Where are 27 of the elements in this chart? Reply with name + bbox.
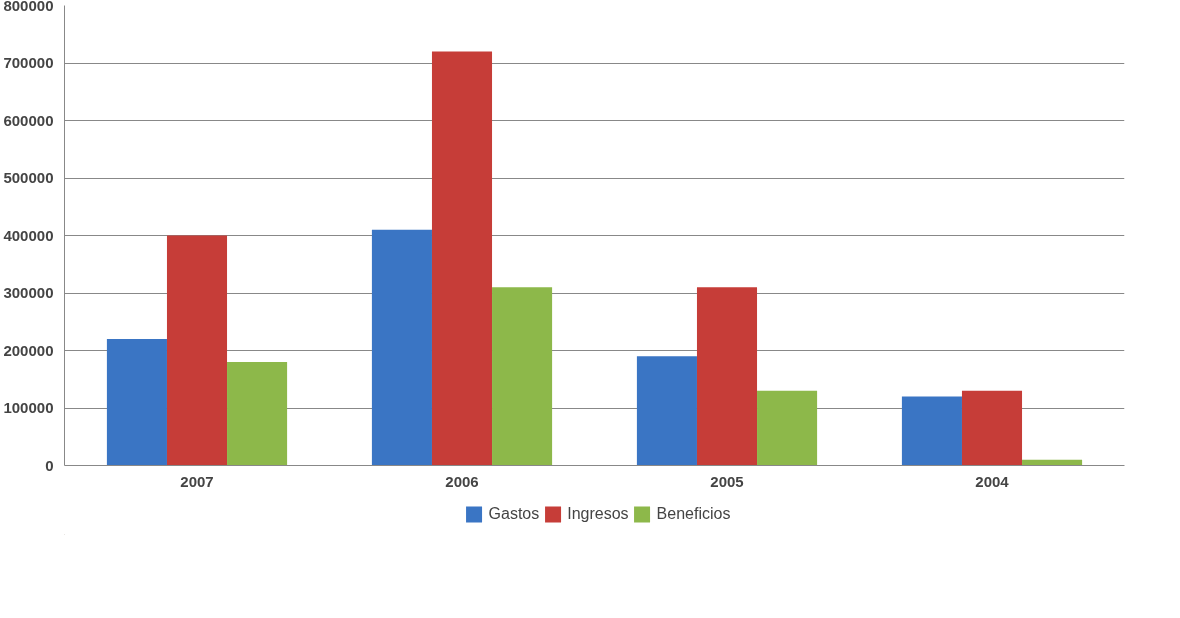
bar [961, 390, 1023, 466]
legend-label: Ingresos [567, 505, 629, 523]
y-tick-label: 200000 [3, 341, 54, 359]
legend-label: Gastos [488, 505, 540, 523]
x-tick-label: 2005 [710, 472, 744, 490]
bar [106, 339, 167, 466]
bar [696, 287, 758, 466]
x-tick-label: 2007 [180, 472, 214, 490]
x-tick-label: 2006 [445, 472, 479, 490]
bar [901, 396, 962, 466]
bar [636, 356, 697, 466]
y-tick-label: 600000 [3, 111, 54, 129]
y-tick-label: 100000 [3, 399, 54, 416]
bar [166, 235, 228, 466]
y-tick-label: 800000 [3, 0, 54, 14]
y-tick-label: 500000 [3, 169, 54, 186]
y-tick-label: 400000 [3, 226, 54, 244]
bar [757, 390, 818, 466]
x-tick-label: 2004 [975, 472, 1010, 490]
bar [431, 51, 493, 466]
legend-label: Beneficios [656, 505, 731, 523]
bar [227, 362, 288, 466]
y-tick-label: 300000 [3, 284, 54, 301]
y-tick-label: 0 [45, 456, 54, 474]
bar [492, 287, 553, 466]
y-tick-label: 700000 [3, 54, 54, 71]
bar [371, 229, 432, 466]
